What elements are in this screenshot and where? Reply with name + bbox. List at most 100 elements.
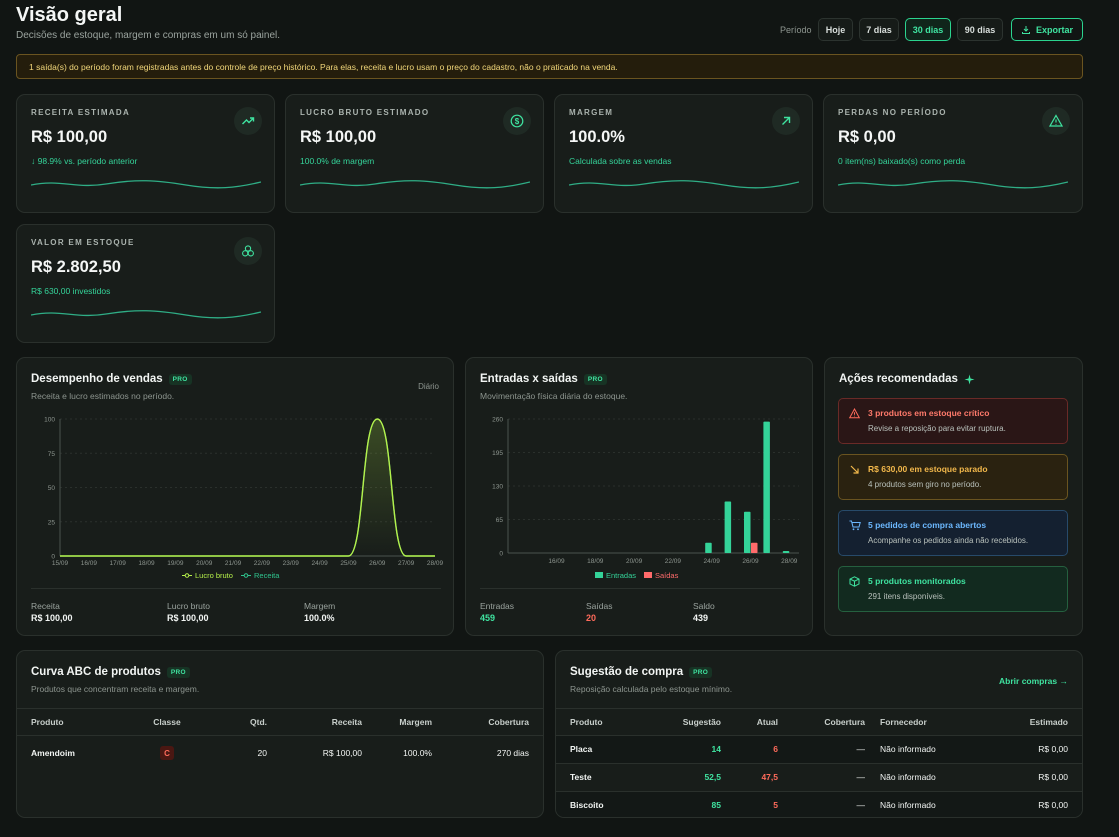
cell-atual: 6 — [773, 744, 778, 754]
cell-atual: 47,5 — [761, 772, 778, 782]
column-header: Qtd. — [250, 716, 267, 727]
x-tick-label: 25/09 — [340, 560, 357, 567]
panel-title-text: Entradas x saídas — [480, 373, 578, 385]
x-tick-label: 16/09 — [548, 558, 565, 565]
cell-produto: Placa — [570, 744, 593, 754]
x-tick-label: 28/09 — [781, 558, 798, 565]
table-row[interactable]: Amendoim C 20 R$ 100,00 100.0% 270 dias — [17, 735, 543, 771]
cell-sugestao: 52,5 — [704, 772, 721, 782]
cell-estimado: R$ 0,00 — [1038, 772, 1068, 782]
stat-label: Lucro bruto — [167, 601, 210, 611]
action-subtitle: 4 produtos sem giro no período. — [868, 480, 982, 489]
column-header: Margem — [399, 716, 432, 727]
panel-subtitle: Receita e lucro estimados no período. — [31, 391, 175, 401]
period-button-hoje[interactable]: Hoje — [818, 18, 853, 41]
panel-title: Entradas x saídas PRO — [480, 373, 607, 385]
stock-flow-panel: Entradas x saídas PRO Movimentação físic… — [465, 357, 813, 636]
abc-table: Produto Classe Qtd. Receita Margem Cober… — [17, 709, 543, 771]
trend-down-icon — [850, 465, 859, 474]
warning-icon — [849, 408, 860, 419]
sales-performance-panel: Desempenho de vendas PRO Receita e lucro… — [16, 357, 454, 636]
purchase-table: Produto Sugestão Atual Cobertura Fornece… — [556, 709, 1082, 817]
table-row[interactable]: Biscoito 85 5 — Não informado R$ 0,00 — [556, 791, 1082, 817]
boxes-icon — [234, 237, 262, 265]
action-subtitle: Acompanhe os pedidos ainda não recebidos… — [868, 536, 1029, 545]
cell-margem: 100.0% — [403, 748, 432, 759]
banner-text: 1 saída(s) do período foram registradas … — [29, 61, 618, 72]
panel-title: Ações recomendadas — [839, 373, 975, 385]
panel-subtitle: Produtos que concentram receita e margem… — [31, 684, 200, 694]
package-icon — [849, 576, 860, 587]
stat-label: Saldo — [693, 601, 715, 611]
panel-title-text: Curva ABC de produtos — [31, 666, 161, 678]
column-header: Sugestão — [682, 716, 721, 727]
column-header: Receita — [331, 716, 362, 727]
kpi-label: MARGEM — [569, 108, 614, 117]
stat-label: Entradas — [480, 601, 515, 611]
cell-receita: R$ 100,00 — [322, 748, 362, 759]
export-label: Exportar — [1035, 24, 1073, 35]
bar-entradas — [744, 511, 751, 553]
table-header-row: Produto Sugestão Atual Cobertura Fornece… — [556, 709, 1082, 735]
x-tick-label: 26/09 — [369, 560, 386, 567]
action-subtitle: Revise a reposição para evitar ruptura. — [868, 424, 1006, 433]
kpi-value: R$ 2.802,50 — [31, 258, 121, 276]
x-tick-label: 22/09 — [665, 558, 682, 565]
svg-text:$: $ — [515, 117, 520, 126]
panel-subtitle: Reposição calculada pelo estoque mínimo. — [570, 684, 733, 694]
table-row[interactable]: Placa 14 6 — Não informado R$ 0,00 — [556, 735, 1082, 763]
page-subtitle: Decisões de estoque, margem e compras em… — [16, 30, 281, 41]
action-title: 3 produtos em estoque crítico — [868, 408, 990, 418]
bar-sadas — [751, 542, 758, 553]
stat-label: Margem — [304, 601, 336, 611]
panel-subtitle: Movimentação física diária do estoque. — [480, 391, 628, 401]
panel-title: Sugestão de compra PRO — [570, 666, 713, 678]
period-button-90-dias[interactable]: 90 dias — [957, 18, 1003, 41]
purchase-suggestion-panel: Sugestão de compra PRO Reposição calcula… — [555, 650, 1083, 818]
x-tick-label: 27/09 — [398, 560, 415, 567]
column-header: Estimado — [1029, 716, 1068, 727]
legend-swatch-entradas — [595, 572, 603, 578]
x-tick-label: 26/09 — [742, 558, 759, 565]
action-critical-stock[interactable]: 3 produtos em estoque crítico Revise a r… — [838, 398, 1068, 444]
export-button[interactable]: Exportar — [1011, 18, 1083, 41]
x-tick-label: 22/09 — [254, 560, 271, 567]
y-tick-label: 0 — [51, 554, 55, 561]
arrow-up-right-icon — [772, 107, 800, 135]
action-monitored-products[interactable]: 5 produtos monitorados 291 itens disponí… — [838, 566, 1068, 612]
bar-entradas — [763, 421, 770, 553]
cell-fornecedor: Não informado — [880, 744, 936, 754]
period-button-7-dias[interactable]: 7 dias — [859, 18, 899, 41]
stat-value: 439 — [693, 613, 709, 623]
kpi-label: LUCRO BRUTO ESTIMADO — [300, 108, 430, 117]
stat-value: R$ 100,00 — [167, 613, 209, 623]
page-title: Visão geral — [16, 4, 123, 26]
x-tick-label: 24/09 — [311, 560, 328, 567]
action-open-orders[interactable]: 5 pedidos de compra abertos Acompanhe os… — [838, 510, 1068, 556]
period-button-30-dias[interactable]: 30 dias — [905, 18, 951, 41]
sparkline — [300, 180, 530, 189]
granularity-label: Diário — [418, 382, 439, 391]
stat-value: R$ 100,00 — [31, 613, 73, 623]
bar-entradas — [724, 501, 732, 553]
panel-title-text: Ações recomendadas — [839, 373, 958, 385]
open-purchases-link[interactable]: Abrir compras → — [999, 676, 1068, 686]
action-title: 5 pedidos de compra abertos — [868, 520, 987, 530]
action-idle-stock[interactable]: R$ 630,00 em estoque parado 4 produtos s… — [838, 454, 1068, 500]
kpi-sub: R$ 630,00 investidos — [31, 286, 111, 296]
column-header: Cobertura — [824, 716, 865, 727]
bar-entradas — [705, 542, 712, 553]
kpi-label: PERDAS NO PERÍODO — [838, 108, 947, 117]
column-header: Produto — [31, 716, 64, 727]
sparkle-icon — [964, 374, 975, 384]
column-header: Atual — [756, 716, 778, 727]
sales-line-chart: 0 25 50 75 100 15/09 16/09 17/09 18/09 19/09 20/09… — [44, 417, 443, 581]
legend-marker-lucro-bruto — [184, 573, 190, 578]
x-tick-label: 16/09 — [81, 560, 98, 567]
stat-value: 100.0% — [304, 613, 335, 623]
table-row[interactable]: Teste 52,5 47,5 — Não informado R$ 0,00 — [556, 763, 1082, 791]
class-chip: C — [160, 746, 174, 761]
y-tick-label: 50 — [48, 485, 56, 492]
y-tick-label: 100 — [44, 417, 55, 424]
kpi-sub: 100.0% de margem — [300, 156, 375, 166]
